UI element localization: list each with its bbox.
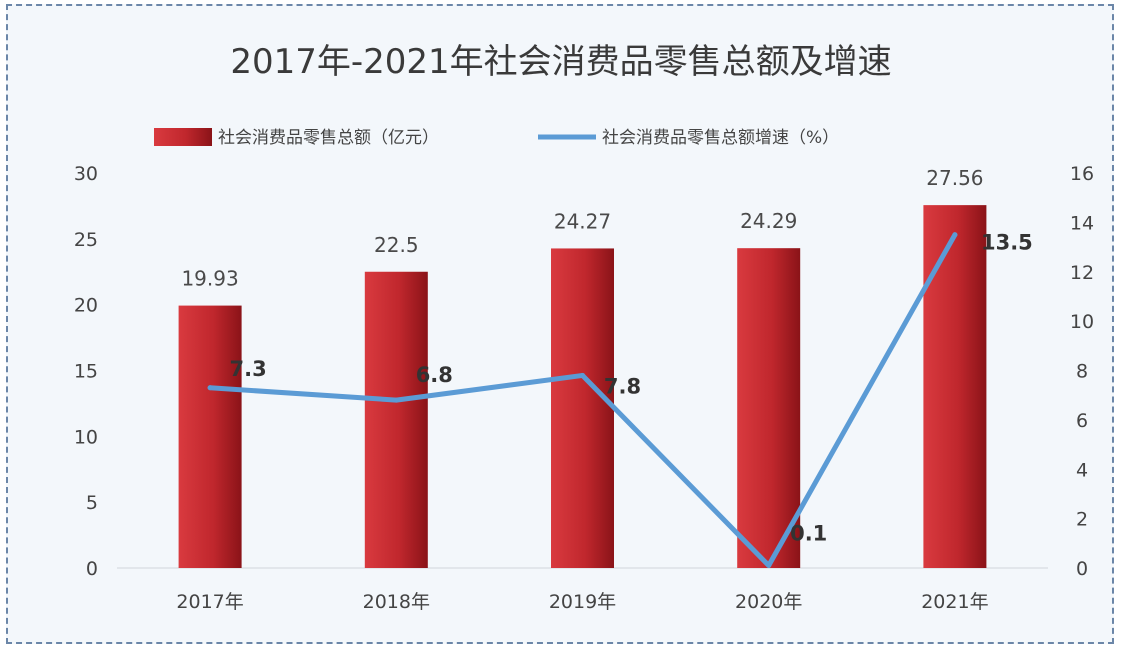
y-left-tick-label: 10 <box>74 426 98 448</box>
y-right-tick-label: 10 <box>1070 311 1094 333</box>
legend-swatch-bar <box>154 128 212 146</box>
legend-label-line: 社会消费品零售总额增速（%） <box>602 128 839 148</box>
bar-data-label: 24.29 <box>740 209 797 233</box>
line-point <box>766 563 772 569</box>
bar-data-label: 19.93 <box>181 267 238 291</box>
line-data-label: 6.8 <box>416 363 453 387</box>
chart-title: 2017年-2021年社会消费品零售总额及增速 <box>230 42 891 82</box>
bar <box>364 271 428 568</box>
line-point <box>952 232 958 238</box>
line-data-label: 13.5 <box>981 231 1033 255</box>
line-point <box>207 385 213 391</box>
y-right-tick-label: 2 <box>1076 509 1088 531</box>
bar-data-labels: 19.93 22.5 24.27 24.29 27.56 <box>181 166 983 290</box>
y-right-tick-label: 16 <box>1070 163 1094 185</box>
x-tick-label: 2020年 <box>735 591 802 613</box>
bar-series <box>178 205 987 569</box>
bar <box>923 205 987 569</box>
x-tick-label: 2018年 <box>363 591 430 613</box>
y-right-tick-label: 8 <box>1076 361 1088 383</box>
bar-data-label: 22.5 <box>374 233 419 257</box>
y-right-tick-label: 4 <box>1076 459 1088 481</box>
line-point <box>580 372 585 378</box>
y-left-tick-label: 5 <box>86 492 98 514</box>
line-point <box>393 397 399 403</box>
y-left-tick-label: 20 <box>74 295 98 317</box>
legend: 社会消费品零售总额（亿元） 社会消费品零售总额增速（%） <box>154 128 839 148</box>
legend-label-bar: 社会消费品零售总额（亿元） <box>218 128 439 148</box>
y-right-tick-label: 6 <box>1076 410 1088 432</box>
x-tick-label: 2019年 <box>549 591 616 613</box>
right-axis: 0 2 4 6 8 10 12 14 16 <box>1070 163 1094 580</box>
bar <box>737 248 801 568</box>
line-data-label: 7.8 <box>604 374 641 398</box>
y-right-tick-label: 0 <box>1076 558 1088 580</box>
x-axis: 2017年 2018年 2019年 2020年 2021年 <box>176 591 988 613</box>
bar-data-label: 24.27 <box>554 209 611 233</box>
y-left-tick-label: 15 <box>74 361 98 383</box>
bar <box>178 305 242 568</box>
y-right-tick-label: 14 <box>1070 212 1094 234</box>
line-data-labels: 7.3 6.8 7.8 0.1 13.5 <box>229 231 1032 546</box>
x-tick-label: 2017年 <box>176 591 243 613</box>
bar <box>551 248 614 568</box>
y-left-tick-label: 0 <box>86 558 98 580</box>
x-tick-label: 2021年 <box>921 591 988 613</box>
y-left-tick-label: 30 <box>74 163 98 185</box>
line-data-label: 7.3 <box>229 357 266 381</box>
line-data-label: 0.1 <box>790 522 827 546</box>
y-right-tick-label: 12 <box>1070 262 1094 284</box>
y-left-tick-label: 25 <box>74 229 98 251</box>
left-axis: 0 5 10 15 20 25 30 <box>74 163 98 580</box>
line-series <box>207 232 958 569</box>
bar-data-label: 27.56 <box>926 166 983 190</box>
